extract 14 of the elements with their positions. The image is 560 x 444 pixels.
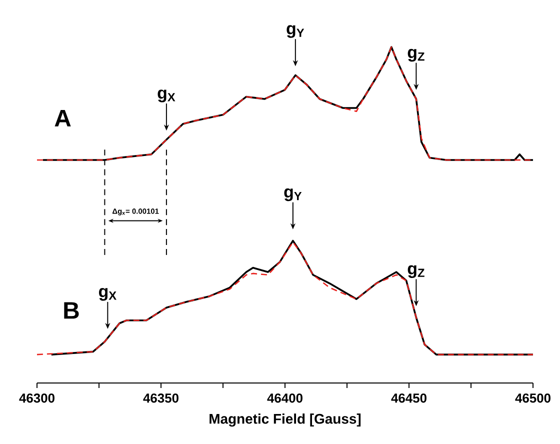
annotation: g$_{Z}$ bbox=[408, 48, 424, 62]
annotation: g$_{X}$ bbox=[158, 90, 176, 102]
annotation: g$_{Z}$ bbox=[408, 265, 424, 278]
x-tick-label: 46500 bbox=[515, 394, 550, 403]
annotation: g$_{Y}$ bbox=[284, 188, 302, 202]
x-tick-label: 46300 bbox=[19, 394, 54, 403]
x-axis-title: Magnetic Field [Gauss] bbox=[210, 414, 361, 427]
series-label: A bbox=[54, 110, 71, 126]
x-tick-label: 46450 bbox=[391, 394, 426, 403]
annotation: g$_{X}$ bbox=[98, 288, 116, 301]
annotation: g$_{Y}$ bbox=[286, 25, 304, 38]
x-tick-label: 46400 bbox=[267, 394, 302, 403]
x-tick-label: 46350 bbox=[143, 394, 178, 403]
legend-label: B bbox=[64, 302, 79, 319]
